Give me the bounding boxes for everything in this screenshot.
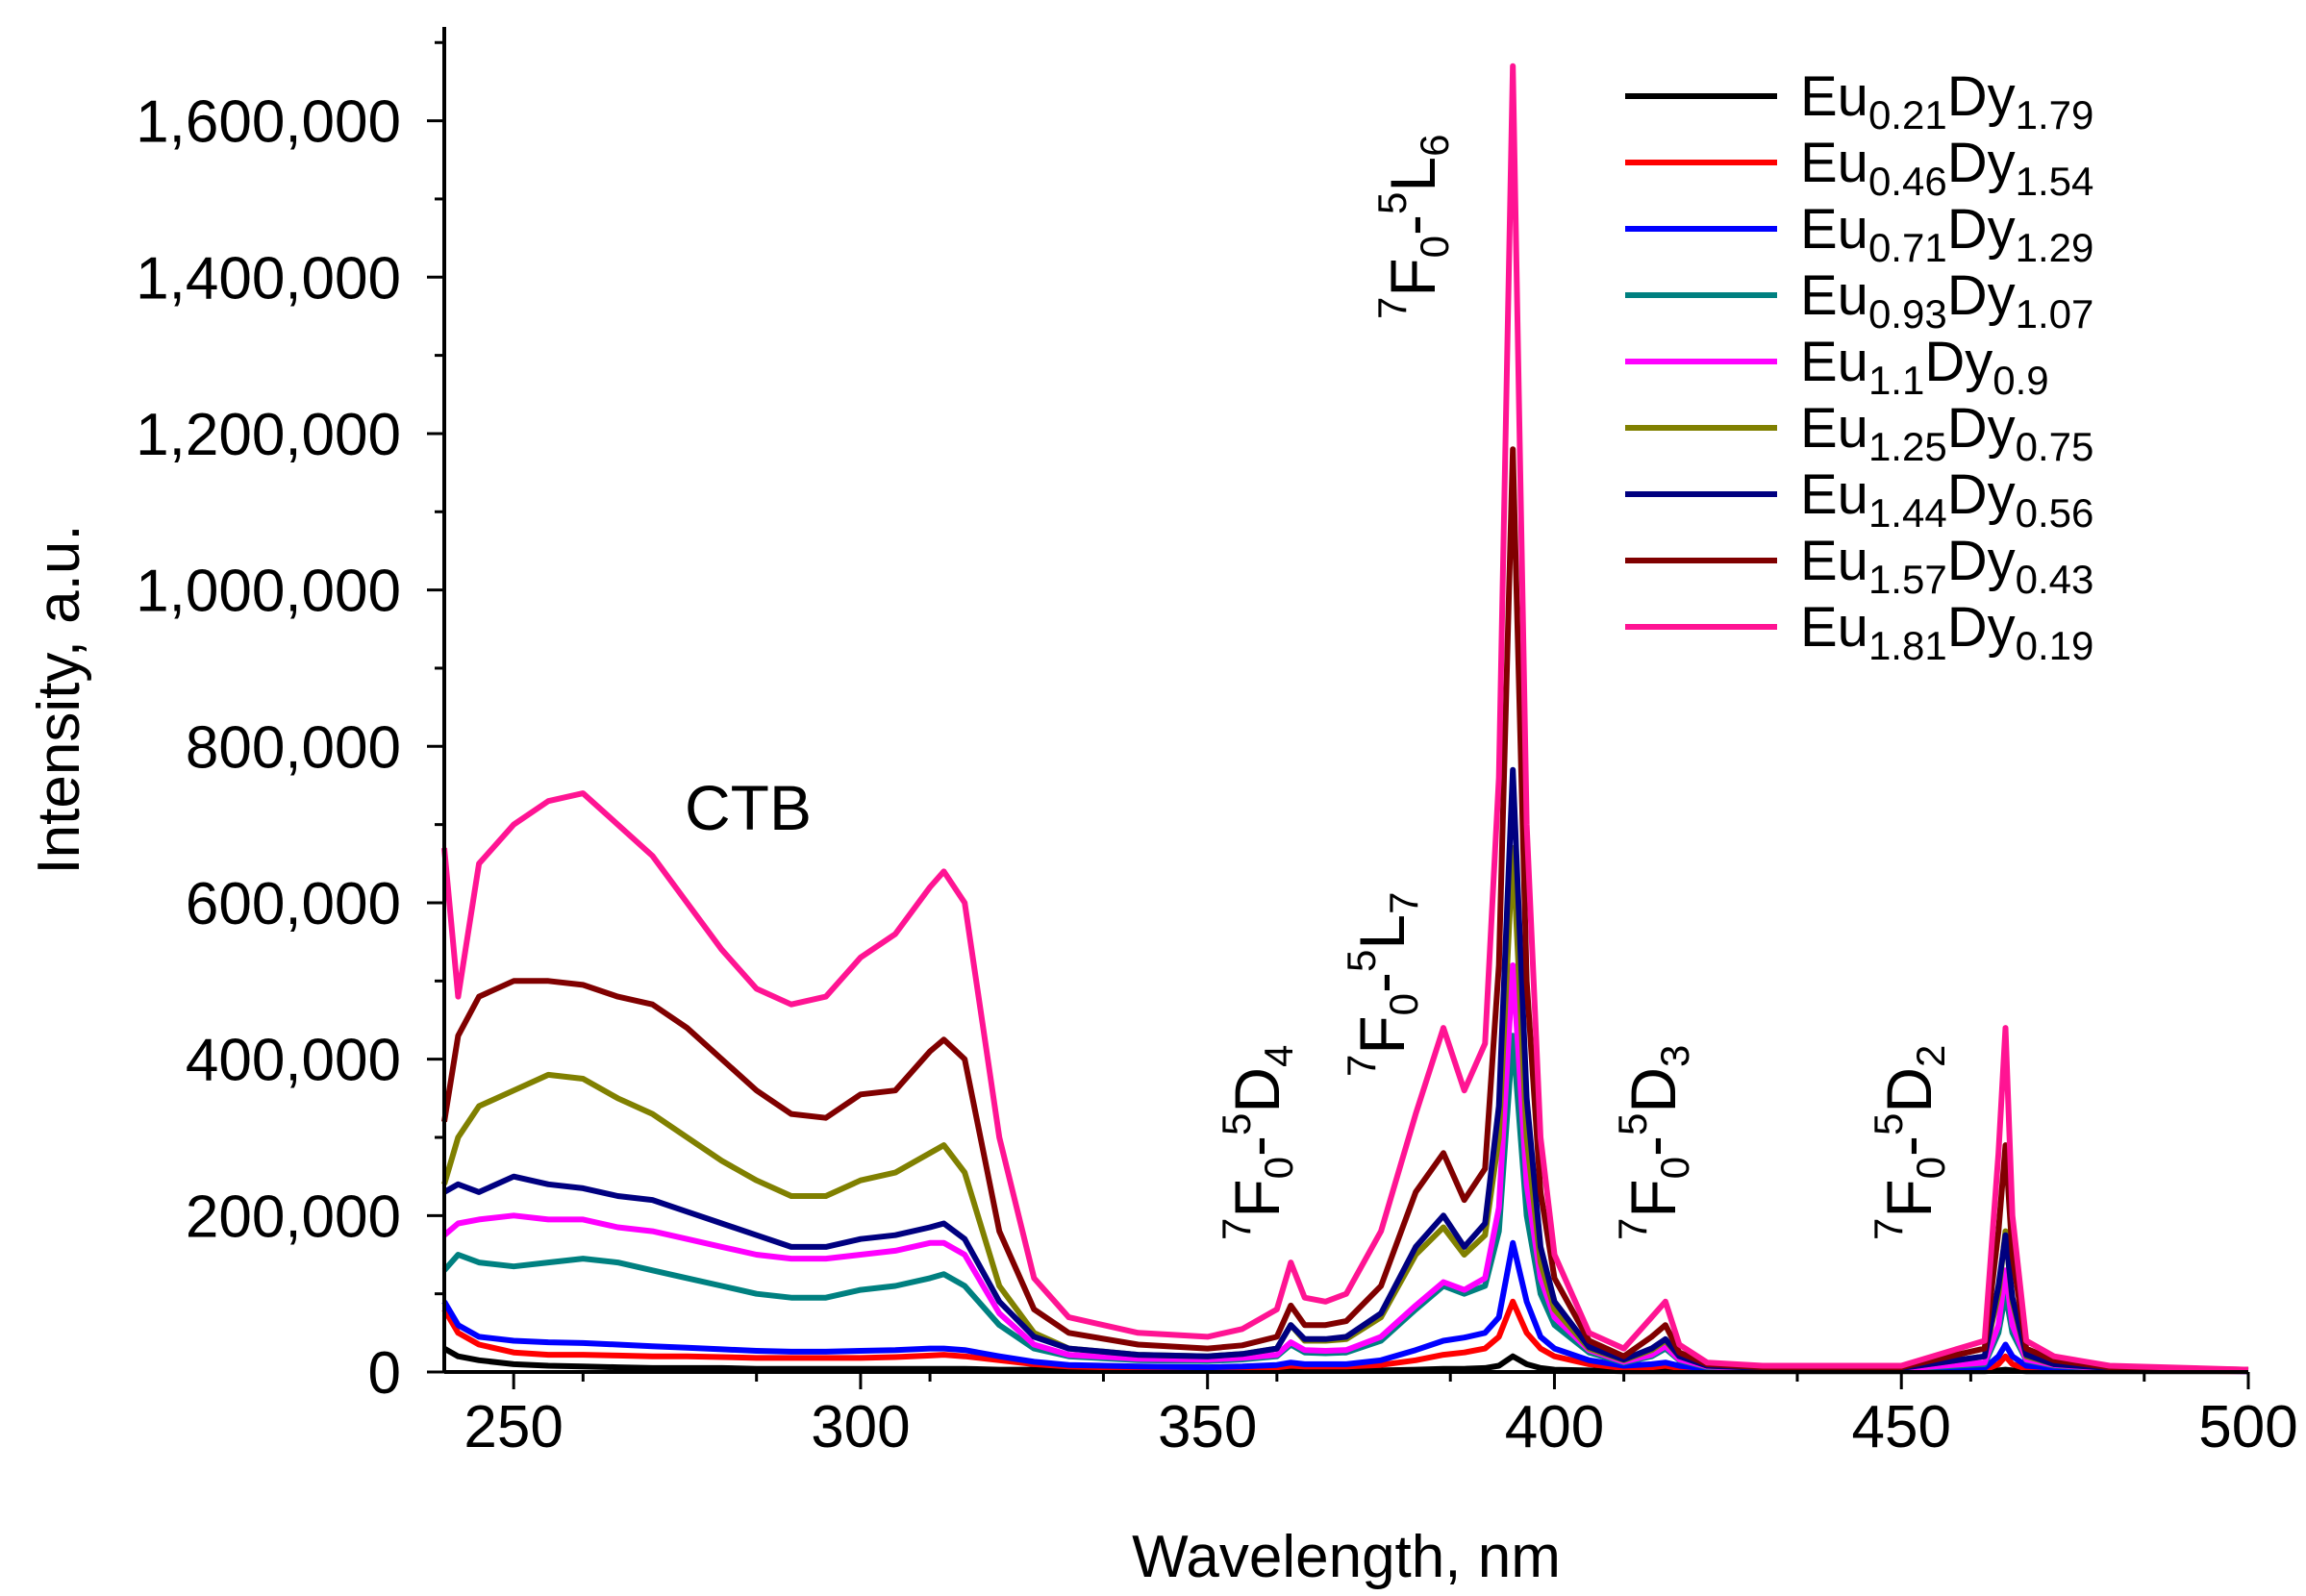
y-tick-label: 1,000,000 xyxy=(136,559,401,625)
x-tick-label: 300 xyxy=(811,1394,910,1460)
legend-label-2: Eu0.46Dy1.54 xyxy=(1800,132,2093,204)
legend-label-8: Eu1.57Dy0.43 xyxy=(1800,530,2093,602)
y-tick-label: 0 xyxy=(368,1340,401,1407)
y-tick-label: 200,000 xyxy=(186,1184,401,1250)
y-tick-label: 1,200,000 xyxy=(136,402,401,468)
x-tick-label: 500 xyxy=(2198,1394,2297,1460)
annotation-l6: 7F0-5L6 xyxy=(1369,135,1457,319)
x-tick-label: 350 xyxy=(1158,1394,1257,1460)
annotation-d3: 7F0-5D3 xyxy=(1610,1045,1697,1240)
legend: Eu0.21Dy1.79Eu0.46Dy1.54Eu0.71Dy1.29Eu0.… xyxy=(1625,65,2093,668)
legend-label-6: Eu1.25Dy0.75 xyxy=(1800,397,2093,469)
series-line-9 xyxy=(441,62,2249,1373)
legend-label-7: Eu1.44Dy0.56 xyxy=(1800,463,2093,536)
annotation-d2: 7F0-5D2 xyxy=(1866,1045,1953,1240)
x-axis-title: Wavelength, nm xyxy=(1132,1524,1561,1590)
legend-label-3: Eu0.71Dy1.29 xyxy=(1800,198,2093,270)
y-tick-label: 800,000 xyxy=(186,714,401,781)
y-tick-label: 600,000 xyxy=(186,871,401,937)
x-tick-label: 400 xyxy=(1505,1394,1604,1460)
y-tick-label: 1,400,000 xyxy=(136,245,401,312)
x-tick-label: 450 xyxy=(1852,1394,1951,1460)
legend-label-4: Eu0.93Dy1.07 xyxy=(1800,264,2093,337)
y-tick-label: 400,000 xyxy=(186,1028,401,1094)
series-layer xyxy=(441,62,2249,1375)
y-tick-label: 1,600,000 xyxy=(136,89,401,156)
x-tick-label: 250 xyxy=(464,1394,563,1460)
annotations: CTB 7F0-5L6 7F0-5L7 7F0-5D4 7F0-5D3 7F0-5D2 xyxy=(685,135,1953,1240)
legend-label-5: Eu1.1Dy0.9 xyxy=(1800,331,2049,403)
legend-label-9: Eu1.81Dy0.19 xyxy=(1800,596,2093,668)
axes: 250 300 350 400 450 500 0 200,000 400,000 600,000… xyxy=(26,27,2298,1590)
annotation-ctb: CTB xyxy=(685,772,812,843)
annotation-d4: 7F0-5D4 xyxy=(1214,1045,1301,1240)
legend-label-1: Eu0.21Dy1.79 xyxy=(1800,65,2093,137)
annotation-l7: 7F0-5L7 xyxy=(1339,892,1426,1077)
y-axis-title: Intensity, a.u. xyxy=(26,524,92,874)
